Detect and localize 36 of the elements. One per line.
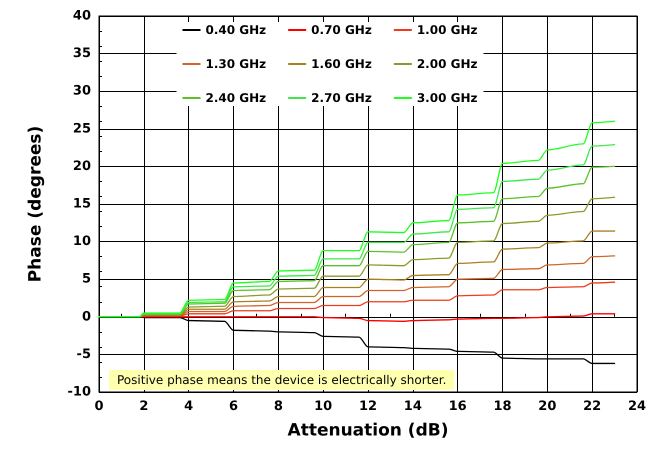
x-tick-label: 8 [274, 399, 283, 414]
y-tick-label: -5 [76, 346, 91, 362]
x-tick-label: 18 [493, 399, 512, 414]
y-tick-label: 35 [72, 46, 91, 62]
y-tick-label: 10 [72, 234, 91, 250]
y-tick-label: 0 [82, 309, 91, 324]
legend-label: 1.00 GHz [416, 23, 478, 37]
y-tick-label: 15 [72, 196, 91, 212]
y-tick-label: 30 [72, 84, 91, 99]
x-axis-title: Attenuation (dB) [288, 420, 448, 440]
x-tick-label: 4 [184, 399, 194, 414]
y-tick-label: 40 [72, 8, 91, 24]
x-tick-label: 14 [404, 399, 422, 414]
annotation: Positive phase means the device is electrically shorter. [117, 373, 446, 387]
y-tick-label: 5 [82, 272, 91, 287]
y-tick-label: 20 [72, 158, 91, 174]
x-tick-label: 20 [538, 399, 556, 414]
legend-label: 2.40 GHz [206, 91, 266, 105]
legend-label: 2.00 GHz [416, 57, 478, 71]
legend-label: 1.60 GHz [311, 57, 372, 71]
legend-label: 2.70 GHz [311, 91, 372, 105]
y-axis-title: Phase (degrees) [26, 126, 46, 282]
y-tick-label: -10 [68, 384, 91, 400]
y-tick-label: 25 [72, 121, 91, 136]
x-tick-label: 6 [228, 399, 238, 414]
legend-label: 0.70 GHz [311, 23, 372, 37]
legend-label: 3.00 GHz [416, 91, 478, 105]
legend-label: 0.40 GHz [206, 23, 266, 37]
legend-label: 1.30 GHz [206, 57, 266, 71]
x-tick-label: 24 [628, 399, 646, 414]
x-tick-label: 10 [314, 399, 332, 414]
x-tick-label: 0 [94, 399, 104, 414]
x-tick-label: 22 [583, 399, 602, 414]
x-tick-label: 2 [139, 399, 148, 414]
x-tick-label: 16 [448, 399, 467, 414]
x-tick-label: 12 [358, 399, 378, 414]
